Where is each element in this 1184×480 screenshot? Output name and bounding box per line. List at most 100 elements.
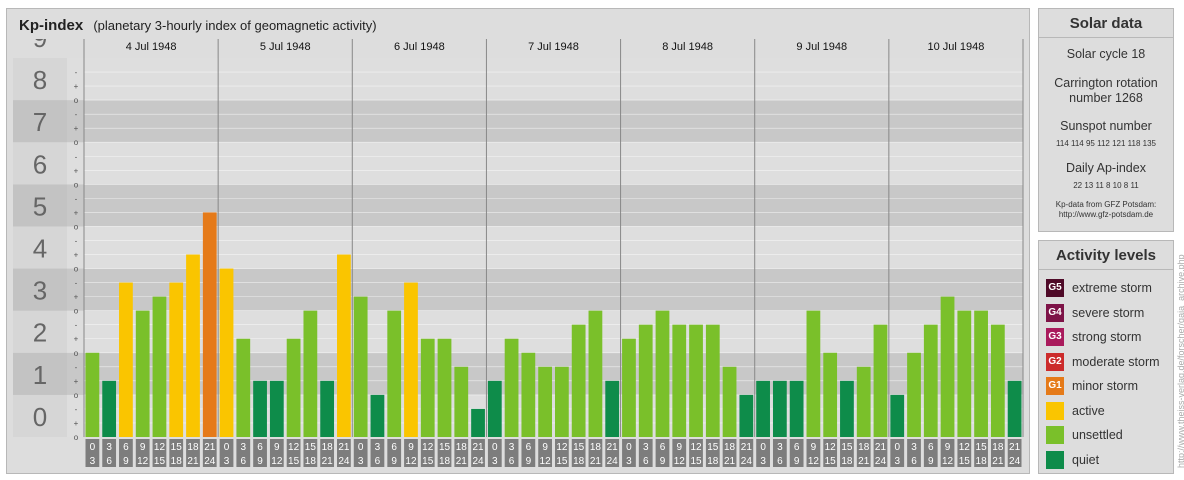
interval-start-label: 15 bbox=[707, 442, 719, 453]
y-minor-tick: - bbox=[75, 321, 78, 330]
interval-start-label: 9 bbox=[811, 442, 817, 453]
chart-subtitle: (planetary 3-hourly index of geomagnetic… bbox=[93, 18, 377, 33]
interval-start-label: 6 bbox=[794, 442, 800, 453]
interval-end-label: 6 bbox=[241, 456, 247, 467]
kp-bar bbox=[387, 310, 402, 437]
kp-bar bbox=[722, 366, 737, 437]
legend-label: quiet bbox=[1072, 452, 1100, 467]
kp-bar bbox=[236, 338, 251, 437]
interval-start-label: 3 bbox=[509, 442, 515, 453]
carrington-line-1: Carrington rotation bbox=[1054, 76, 1158, 90]
kp-bar bbox=[689, 324, 703, 437]
y-minor-tick: - bbox=[75, 363, 78, 372]
interval-label-box bbox=[370, 439, 385, 467]
interval-start-label: 12 bbox=[422, 442, 434, 453]
interval-label-box bbox=[923, 439, 938, 467]
interval-label-box bbox=[1007, 439, 1022, 467]
y-minor-tick: + bbox=[74, 166, 79, 175]
day-label: 8 Jul 1948 bbox=[662, 41, 713, 53]
interval-label-box bbox=[739, 439, 754, 467]
interval-label-box bbox=[538, 439, 552, 467]
interval-end-label: 15 bbox=[422, 456, 434, 467]
y-minor-tick: + bbox=[74, 377, 79, 386]
interval-end-label: 3 bbox=[626, 456, 632, 467]
interval-label-box bbox=[974, 439, 988, 467]
legend-swatch: G3 bbox=[1046, 328, 1064, 347]
y-label-cell-6 bbox=[13, 142, 67, 185]
interval-end-label: 9 bbox=[526, 456, 532, 467]
kp-bar bbox=[655, 310, 670, 437]
legend-swatch bbox=[1046, 450, 1064, 469]
interval-start-label: 0 bbox=[224, 442, 230, 453]
interval-end-label: 15 bbox=[288, 456, 300, 467]
interval-start-label: 6 bbox=[928, 442, 934, 453]
interval-label-box bbox=[387, 439, 402, 467]
kp-bar bbox=[806, 310, 821, 437]
interval-start-label: 3 bbox=[106, 442, 112, 453]
interval-end-label: 21 bbox=[992, 456, 1004, 467]
carrington-rotation: Carrington rotation number 1268 bbox=[1039, 76, 1173, 106]
interval-end-label: 18 bbox=[841, 456, 853, 467]
interval-label-box bbox=[504, 439, 519, 467]
interval-start-label: 18 bbox=[322, 442, 334, 453]
kp-bar bbox=[739, 394, 754, 437]
data-source-url: http://www.gfz-potsdam.de bbox=[1058, 210, 1154, 219]
day-label: 5 Jul 1948 bbox=[260, 41, 311, 53]
y-tick-label: 2 bbox=[33, 318, 47, 348]
interval-start-label: 9 bbox=[140, 442, 146, 453]
interval-label-box bbox=[219, 439, 234, 467]
interval-start-label: 9 bbox=[676, 442, 682, 453]
interval-label-box bbox=[990, 439, 1005, 467]
interval-start-label: 12 bbox=[288, 442, 300, 453]
y-minor-tick: + bbox=[74, 419, 79, 428]
kp-bar bbox=[588, 310, 603, 437]
legend-label: strong storm bbox=[1072, 330, 1142, 345]
interval-end-label: 9 bbox=[391, 456, 397, 467]
legend-item: G5 extreme storm bbox=[1039, 276, 1173, 301]
kp-bar bbox=[638, 324, 653, 437]
interval-label-box bbox=[454, 439, 469, 467]
interval-end-label: 12 bbox=[271, 456, 283, 467]
y-minor-tick: o bbox=[74, 433, 79, 442]
interval-end-label: 9 bbox=[660, 456, 666, 467]
kp-bar bbox=[622, 338, 636, 437]
y-tick-label: 0 bbox=[33, 402, 47, 432]
interval-start-label: 12 bbox=[959, 442, 971, 453]
interval-label-box bbox=[856, 439, 871, 467]
kp-bar bbox=[957, 310, 972, 437]
kp-bar bbox=[370, 394, 385, 437]
legend-item: active bbox=[1039, 399, 1173, 424]
interval-label-box bbox=[487, 439, 502, 467]
interval-end-label: 12 bbox=[405, 456, 417, 467]
interval-start-label: 15 bbox=[171, 442, 183, 453]
y-label-cell-3 bbox=[13, 268, 67, 311]
interval-end-label: 18 bbox=[976, 456, 988, 467]
y-minor-tick: - bbox=[75, 68, 78, 77]
y-minor-tick: + bbox=[74, 208, 79, 217]
y-minor-tick: + bbox=[74, 293, 79, 302]
interval-end-label: 15 bbox=[556, 456, 568, 467]
interval-start-label: 21 bbox=[204, 442, 216, 453]
interval-label-box bbox=[521, 439, 536, 467]
interval-end-label: 6 bbox=[106, 456, 112, 467]
kp-bar bbox=[538, 366, 552, 437]
kp-bar bbox=[135, 310, 150, 437]
solar-data-title: Solar data bbox=[1039, 9, 1173, 38]
chart-title: Kp-index bbox=[19, 17, 84, 34]
y-tick-label: 7 bbox=[33, 107, 47, 137]
interval-start-label: 18 bbox=[858, 442, 870, 453]
interval-label-box bbox=[689, 439, 703, 467]
y-minor-tick: o bbox=[74, 391, 79, 400]
interval-end-label: 3 bbox=[894, 456, 900, 467]
interval-end-label: 24 bbox=[338, 456, 350, 467]
legend-item: G4 severe storm bbox=[1039, 301, 1173, 326]
interval-label-box bbox=[202, 439, 217, 467]
y-minor-tick: o bbox=[74, 349, 79, 358]
interval-start-label: 6 bbox=[526, 442, 532, 453]
interval-end-label: 21 bbox=[858, 456, 870, 467]
y-minor-tick: o bbox=[74, 180, 79, 189]
interval-start-label: 3 bbox=[241, 442, 247, 453]
y-minor-tick: + bbox=[74, 82, 79, 91]
interval-label-box bbox=[135, 439, 150, 467]
interval-label-box bbox=[303, 439, 318, 467]
